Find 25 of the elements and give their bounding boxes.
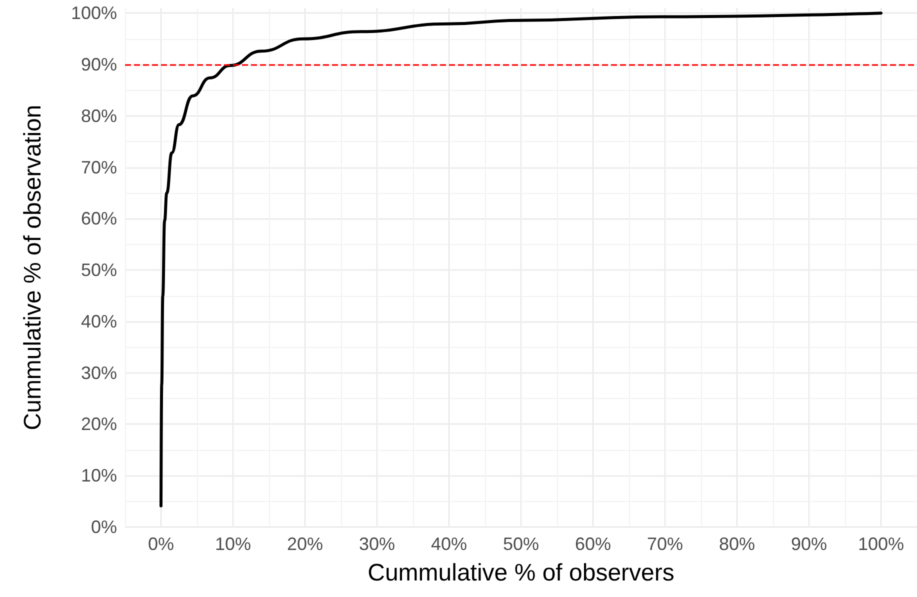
y-tick-label: 30% (80, 362, 117, 383)
x-tick-label: 10% (214, 534, 252, 554)
x-tick-label: 40% (430, 534, 468, 554)
x-tick-label: 70% (646, 534, 684, 554)
y-tick-label: 70% (80, 157, 117, 178)
y-tick-label: 20% (80, 414, 117, 434)
y-tick-label: 90% (80, 54, 117, 75)
y-tick-label: 50% (80, 260, 117, 280)
x-tick-label: 30% (358, 534, 396, 554)
y-tick-label: 10% (80, 466, 117, 486)
x-tick-label: 60% (574, 534, 612, 554)
x-tick-label: 0% (148, 534, 174, 554)
y-tick-label: 0% (90, 517, 117, 537)
y-tick-label: 100% (70, 3, 117, 24)
y-tick-label: 40% (80, 311, 117, 332)
x-tick-label: 50% (502, 534, 540, 554)
x-tick-label: 100% (858, 534, 904, 554)
y-axis-title: Cummulative % of observation (20, 104, 46, 430)
line-series (160, 12, 882, 508)
x-tick-label: 90% (790, 534, 828, 554)
x-tick-label: 80% (718, 534, 756, 554)
y-tick-label: 80% (80, 106, 117, 126)
x-tick-label: 20% (286, 534, 324, 554)
x-axis-title: Cummulative % of observers (368, 560, 674, 586)
y-tick-label: 60% (80, 208, 117, 229)
